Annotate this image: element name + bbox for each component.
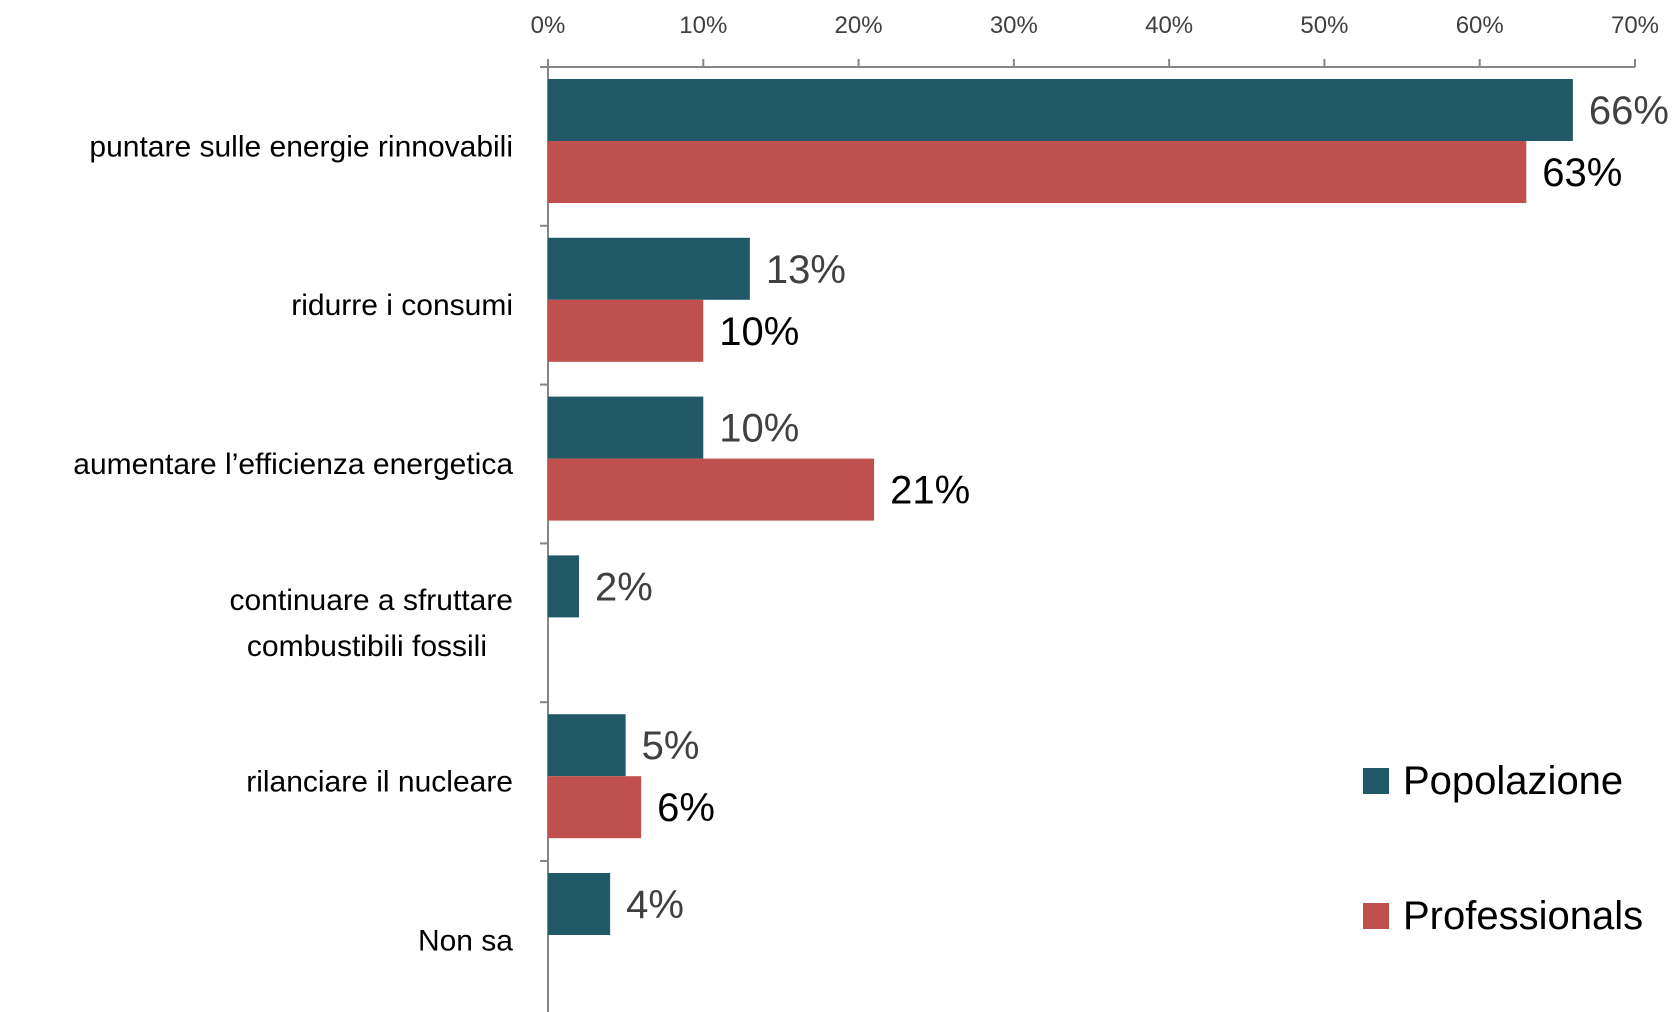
x-axis: 0% 10% 20% 30% 40% 50% 60% 70% <box>531 12 1659 68</box>
x-tick-label: 10% <box>679 12 727 39</box>
legend-swatch <box>1363 903 1389 929</box>
category-label: aumentare l’efficienza energetica <box>73 448 513 481</box>
data-label: 63% <box>1542 151 1622 195</box>
bar-popolazione <box>548 873 611 935</box>
data-label: 2% <box>595 565 653 609</box>
bar-popolazione <box>548 555 580 618</box>
data-label: 21% <box>890 469 970 513</box>
bar-professionals <box>548 458 875 521</box>
data-label: 13% <box>766 248 846 292</box>
category-label: ridurre i consumi <box>291 289 513 322</box>
category-label: puntare sulle energie rinnovabili <box>89 130 513 163</box>
bars <box>548 79 1573 935</box>
data-label: 10% <box>719 310 799 354</box>
data-label: 66% <box>1589 89 1669 133</box>
bar-popolazione <box>548 714 626 777</box>
bar-popolazione <box>548 237 750 300</box>
bar-professionals <box>548 299 704 362</box>
data-label: 6% <box>657 786 715 830</box>
x-tick-label: 30% <box>990 12 1038 39</box>
x-tick-label: 50% <box>1300 12 1348 39</box>
category-label: combustibili fossili <box>247 630 487 663</box>
x-tick-label: 60% <box>1456 12 1504 39</box>
data-label: 10% <box>719 407 799 451</box>
x-tick-label: 40% <box>1145 12 1193 39</box>
legend: Popolazione Professionals <box>1363 759 1643 938</box>
bar-popolazione <box>548 396 704 459</box>
category-label: rilanciare il nucleare <box>246 766 513 799</box>
bar-popolazione <box>548 79 1573 141</box>
category-label: Non sa <box>418 924 513 957</box>
x-tick-label: 70% <box>1611 12 1659 39</box>
category-axis: puntare sulle energie rinnovabili ridurre… <box>73 66 549 1012</box>
bar-professionals <box>548 776 642 839</box>
category-label: continuare a sfruttare <box>230 584 514 617</box>
data-label: 5% <box>642 724 700 768</box>
x-tick-label: 20% <box>835 12 883 39</box>
bar-professionals <box>548 141 1527 203</box>
data-label: 4% <box>626 883 684 927</box>
data-labels: 66% 13% 10% 2% 5% 4% 63% 10% 21% 6% <box>595 89 1669 927</box>
legend-swatch <box>1363 768 1389 794</box>
legend-label: Popolazione <box>1403 759 1623 803</box>
legend-label: Professionals <box>1403 894 1643 938</box>
x-tick-label: 0% <box>531 12 566 39</box>
